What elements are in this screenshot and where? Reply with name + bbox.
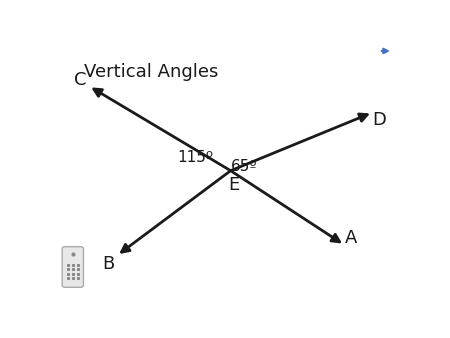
Text: E: E (229, 176, 240, 194)
Text: D: D (372, 111, 386, 129)
Text: B: B (103, 256, 115, 273)
Text: 115º: 115º (178, 150, 214, 165)
Text: C: C (74, 71, 87, 89)
Text: Vertical Angles: Vertical Angles (84, 63, 219, 81)
Text: 65º: 65º (231, 159, 258, 174)
FancyBboxPatch shape (62, 247, 83, 287)
Text: A: A (345, 230, 357, 247)
